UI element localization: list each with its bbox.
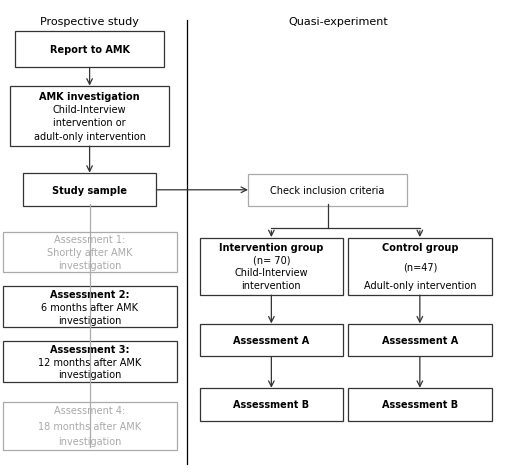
Text: Report to AMK: Report to AMK [50,45,130,55]
FancyBboxPatch shape [200,388,343,421]
FancyBboxPatch shape [248,174,407,207]
Text: Assessment 4:: Assessment 4: [54,406,125,416]
FancyBboxPatch shape [348,238,492,295]
Text: Assessment B: Assessment B [233,400,309,409]
Text: 6 months after AMK: 6 months after AMK [41,302,138,312]
FancyBboxPatch shape [3,287,177,327]
Text: intervention: intervention [242,280,301,290]
Text: Check inclusion criteria: Check inclusion criteria [270,186,385,195]
Text: Quasi-experiment: Quasi-experiment [288,17,388,27]
FancyBboxPatch shape [23,174,156,207]
Text: Intervention group: Intervention group [219,243,324,253]
FancyBboxPatch shape [3,402,177,450]
FancyBboxPatch shape [10,87,169,147]
FancyBboxPatch shape [348,324,492,357]
Text: Assessment B: Assessment B [382,400,458,409]
Text: (n=47): (n=47) [402,262,437,271]
Text: Child-Interview: Child-Interview [234,268,308,278]
Text: Control group: Control group [381,243,458,253]
Text: Adult-only intervention: Adult-only intervention [364,280,476,290]
Text: Assessment 2:: Assessment 2: [50,289,130,299]
Text: Child-Interview: Child-Interview [53,105,126,115]
Text: AMK investigation: AMK investigation [39,92,140,102]
FancyBboxPatch shape [200,324,343,357]
FancyBboxPatch shape [348,388,492,421]
Text: Assessment 3:: Assessment 3: [50,344,130,354]
FancyBboxPatch shape [15,32,164,68]
FancyBboxPatch shape [200,238,343,295]
Text: 12 months after AMK: 12 months after AMK [38,357,141,367]
Text: adult-only intervention: adult-only intervention [34,131,145,141]
Text: Prospective study: Prospective study [40,17,139,27]
Text: Shortly after AMK: Shortly after AMK [47,248,132,257]
Text: investigation: investigation [58,436,121,446]
Text: Assessment A: Assessment A [233,336,309,345]
Text: intervention or: intervention or [53,118,126,128]
Text: investigation: investigation [58,260,121,270]
Text: (n= 70): (n= 70) [252,255,290,265]
FancyBboxPatch shape [3,232,177,272]
Text: Study sample: Study sample [52,186,127,195]
FancyBboxPatch shape [3,342,177,382]
Text: Assessment 1:: Assessment 1: [54,235,125,244]
Text: Assessment A: Assessment A [382,336,458,345]
Text: investigation: investigation [58,370,121,379]
Text: 18 months after AMK: 18 months after AMK [38,421,141,431]
Text: investigation: investigation [58,315,121,325]
